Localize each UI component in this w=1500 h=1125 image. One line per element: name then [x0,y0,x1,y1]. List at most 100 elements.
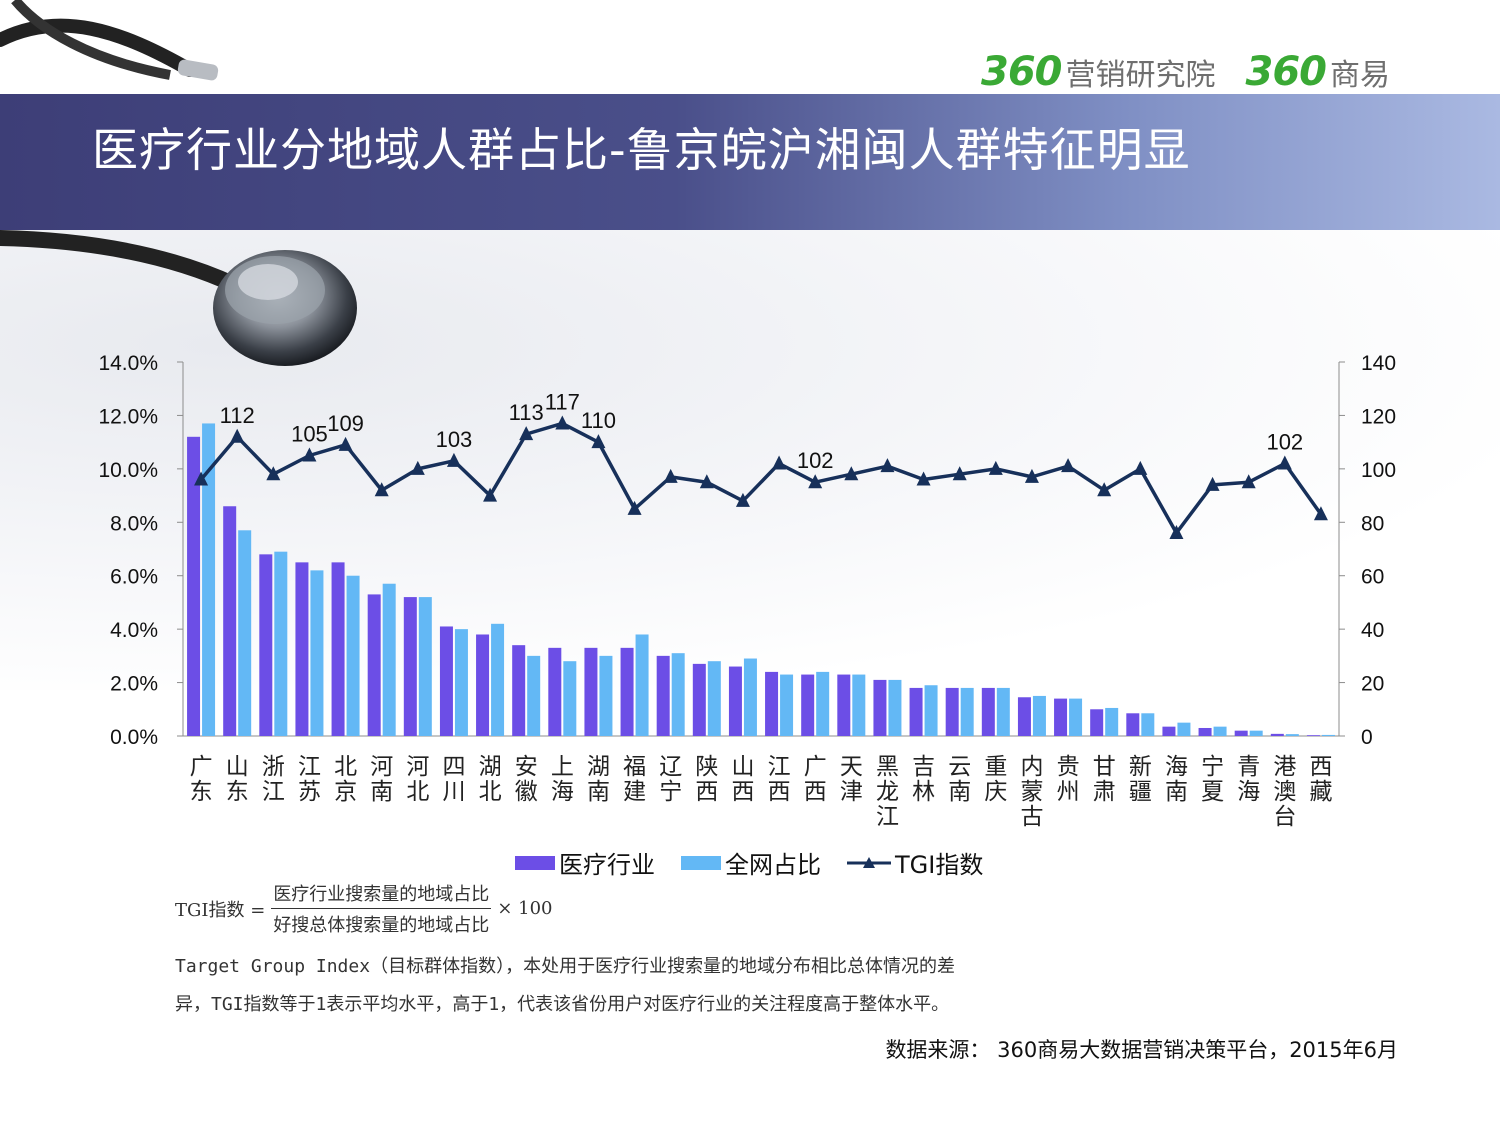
bar-overall [274,551,288,736]
x-tick-label: 蒙 [1020,779,1043,805]
left-tick-label: 0.0% [110,726,158,749]
x-tick-label: 上 [551,754,574,780]
bar-overall [996,687,1010,736]
bar-medical [981,687,995,736]
bar-medical [548,647,562,736]
title-banner: 医疗行业分地域人群占比-鲁京皖沪湘闽人群特征明显 [0,94,1500,230]
tgi-marker [1205,476,1220,491]
x-tick-label: 北 [334,754,357,780]
bar-medical [187,436,201,736]
x-tick-label: 肃 [1093,779,1116,805]
x-tick-label: 新 [1129,754,1152,780]
x-tick-label: 东 [190,779,213,805]
legend-label: TGI指数 [895,851,984,879]
x-tick-label: 辽 [659,754,682,780]
right-tick-label: 140 [1361,352,1396,375]
bar-medical [1270,733,1284,736]
tgi-marker [591,434,606,449]
bar-overall [1213,726,1227,736]
x-tick-label: 州 [1057,779,1080,805]
tgi-marker [483,487,498,502]
x-tick-label: 龙 [876,779,899,805]
bar-overall [202,423,216,736]
x-tick-label: 庆 [984,779,1007,805]
x-tick-label: 江 [876,804,899,830]
x-tick-label: 江 [768,754,791,780]
x-tick-label: 苏 [298,779,321,805]
x-tick-label: 港 [1273,754,1296,780]
x-tick-label: 海 [1237,779,1260,805]
tgi-marker [627,500,642,515]
x-tick-label: 宁 [659,779,682,805]
bar-medical [1162,726,1176,736]
tgi-marker [988,460,1003,475]
region-bar-line-chart: 0.0% 2.0% 4.0% 6.0% 8.0% 10.0% 12.0% 14.0% 0 20 40… [98,352,1396,830]
tgi-data-label: 105 [291,422,328,447]
x-tick-label: 贵 [1057,754,1080,780]
bar-overall [1069,698,1083,736]
x-tick-label: 广 [804,754,827,780]
bar-overall [780,674,794,736]
tgi-marker [519,426,534,441]
x-tick-label: 古 [1020,804,1043,830]
right-tick-label: 120 [1361,405,1396,428]
bar-medical [476,634,490,736]
bar-medical [295,562,309,736]
bar-overall [527,655,541,736]
formula-numerator: 医疗行业搜索量的地域占比 [271,880,492,909]
tgi-marker [1169,524,1184,539]
logo-number: 360 [981,49,1062,95]
shangyi-logo: 360 商易 [1246,49,1391,95]
right-tick-label: 100 [1361,459,1396,482]
tgi-data-label: 102 [797,448,834,473]
left-tick-label: 14.0% [98,352,158,375]
tgi-marker [808,474,823,489]
tgi-data-label: 103 [436,427,473,452]
x-tick-label: 内 [1020,754,1043,780]
x-tick-label: 江 [262,779,285,805]
tgi-marker [1277,455,1292,470]
bar-medical [512,645,526,736]
bar-medical [728,666,742,736]
tgi-data-label: 109 [327,411,364,436]
bar-overall [563,661,577,736]
tgi-marker [374,482,389,497]
tgi-marker [266,466,281,481]
bar-medical [765,671,779,736]
bar-overall [707,661,721,736]
x-tick-label: 徽 [515,779,538,805]
bar-overall [635,634,649,736]
left-tick-label: 10.0% [98,459,158,482]
note-line: Target Group Index（目标群体指数），本处用于医疗行业搜索量的地… [175,956,956,977]
logo-bar: 360 营销研究院 360 商易 [981,49,1391,95]
tgi-marker [735,492,750,507]
x-tick-label: 南 [587,779,610,805]
bar-medical [223,506,237,736]
tgi-marker [772,455,787,470]
bar-overall [238,530,252,736]
left-tick-label: 2.0% [110,673,158,696]
page-title: 医疗行业分地域人群占比-鲁京皖沪湘闽人群特征明显 [92,123,1191,177]
logo-text: 营销研究院 [1065,58,1216,93]
tgi-marker [1024,468,1039,483]
bar-overall [743,658,757,736]
x-tick-label: 江 [298,754,321,780]
bar-overall [671,653,685,736]
bar-overall [1285,734,1299,736]
x-tick-label: 河 [406,754,429,780]
logo-text: 商易 [1330,58,1390,93]
tgi-formula: TGI指数 = 医疗行业搜索量的地域占比 好搜总体搜索量的地域占比 × 100 [175,880,552,937]
bar-medical [1126,713,1140,736]
bar-overall [599,655,613,736]
bar-overall [382,583,396,736]
bar-overall [888,679,902,736]
tgi-marker [446,452,461,467]
bar-medical [692,663,706,736]
x-tick-label: 南 [370,779,393,805]
bar-medical [1306,735,1320,736]
x-tick-label: 宁 [1201,754,1224,780]
legend-label: 医疗行业 [559,851,655,879]
bar-medical [403,597,417,736]
bar-overall [1177,722,1191,736]
x-tick-label: 澳 [1273,779,1296,805]
